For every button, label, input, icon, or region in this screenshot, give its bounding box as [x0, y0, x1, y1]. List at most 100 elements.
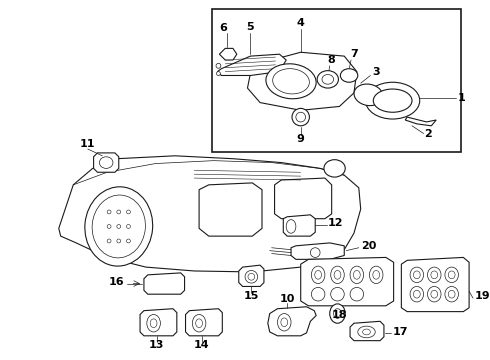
Polygon shape — [291, 243, 344, 259]
Ellipse shape — [410, 267, 424, 283]
Polygon shape — [140, 309, 177, 336]
Ellipse shape — [217, 72, 221, 76]
Ellipse shape — [311, 266, 325, 284]
Ellipse shape — [366, 82, 420, 119]
Ellipse shape — [92, 195, 146, 258]
Ellipse shape — [448, 290, 455, 298]
Ellipse shape — [414, 290, 420, 298]
Text: 10: 10 — [279, 294, 295, 304]
Ellipse shape — [107, 225, 111, 228]
Polygon shape — [350, 321, 384, 341]
Ellipse shape — [373, 270, 380, 279]
Ellipse shape — [369, 266, 383, 284]
Ellipse shape — [324, 160, 345, 177]
Text: 12: 12 — [328, 217, 343, 228]
Ellipse shape — [216, 63, 221, 68]
Text: 8: 8 — [328, 55, 336, 65]
Ellipse shape — [311, 287, 325, 301]
Ellipse shape — [431, 271, 438, 279]
Ellipse shape — [107, 239, 111, 243]
Ellipse shape — [354, 84, 383, 105]
Ellipse shape — [192, 315, 206, 332]
Ellipse shape — [350, 287, 364, 301]
Polygon shape — [199, 183, 262, 236]
Polygon shape — [401, 257, 469, 312]
Text: 17: 17 — [392, 327, 408, 337]
Ellipse shape — [317, 71, 339, 88]
Ellipse shape — [431, 290, 438, 298]
Text: 7: 7 — [350, 49, 358, 59]
Ellipse shape — [248, 273, 255, 280]
Ellipse shape — [281, 318, 288, 327]
Polygon shape — [239, 265, 264, 287]
Ellipse shape — [331, 287, 344, 301]
Ellipse shape — [266, 64, 316, 99]
Polygon shape — [220, 48, 237, 60]
Ellipse shape — [99, 157, 113, 168]
Text: 16: 16 — [109, 276, 124, 287]
Ellipse shape — [373, 89, 412, 112]
Ellipse shape — [286, 220, 296, 233]
Ellipse shape — [330, 304, 345, 323]
Polygon shape — [283, 215, 315, 236]
Ellipse shape — [353, 270, 360, 279]
Text: 20: 20 — [361, 241, 376, 251]
Polygon shape — [274, 178, 332, 219]
Polygon shape — [144, 273, 185, 294]
Ellipse shape — [334, 270, 341, 279]
Polygon shape — [218, 54, 286, 76]
Polygon shape — [301, 257, 393, 306]
Ellipse shape — [126, 239, 130, 243]
Ellipse shape — [150, 319, 157, 328]
Ellipse shape — [85, 187, 153, 266]
Ellipse shape — [126, 210, 130, 214]
Ellipse shape — [331, 266, 344, 284]
Ellipse shape — [126, 225, 130, 228]
Ellipse shape — [296, 112, 306, 122]
Ellipse shape — [358, 326, 375, 338]
Text: 14: 14 — [194, 339, 210, 350]
Text: 2: 2 — [424, 129, 432, 139]
Ellipse shape — [117, 210, 121, 214]
Ellipse shape — [410, 287, 424, 302]
Ellipse shape — [448, 271, 455, 279]
Text: 13: 13 — [149, 339, 164, 350]
Polygon shape — [247, 52, 357, 110]
Ellipse shape — [277, 314, 291, 331]
Text: 9: 9 — [297, 134, 305, 144]
Text: 19: 19 — [475, 291, 490, 301]
Ellipse shape — [363, 329, 370, 335]
Ellipse shape — [117, 239, 121, 243]
Ellipse shape — [147, 315, 160, 332]
Polygon shape — [186, 309, 222, 336]
Ellipse shape — [117, 225, 121, 228]
Polygon shape — [94, 153, 119, 172]
Text: 11: 11 — [80, 139, 96, 149]
Ellipse shape — [445, 287, 459, 302]
Ellipse shape — [107, 210, 111, 214]
Ellipse shape — [322, 75, 334, 84]
Ellipse shape — [350, 266, 364, 284]
Text: 4: 4 — [297, 18, 305, 28]
Polygon shape — [268, 307, 316, 336]
Ellipse shape — [310, 248, 320, 257]
Ellipse shape — [292, 108, 309, 126]
Ellipse shape — [196, 319, 202, 328]
Text: 6: 6 — [220, 23, 227, 33]
Ellipse shape — [315, 270, 321, 279]
Text: 5: 5 — [246, 22, 254, 32]
Text: 18: 18 — [332, 310, 347, 320]
Ellipse shape — [341, 69, 358, 82]
Ellipse shape — [272, 69, 309, 94]
Polygon shape — [405, 117, 436, 126]
Ellipse shape — [245, 270, 258, 283]
Ellipse shape — [334, 309, 342, 318]
Text: 15: 15 — [244, 291, 259, 301]
Ellipse shape — [414, 271, 420, 279]
Ellipse shape — [427, 287, 441, 302]
Bar — [212, 9, 462, 152]
Text: 1: 1 — [458, 93, 465, 103]
Polygon shape — [59, 156, 361, 272]
Ellipse shape — [427, 267, 441, 283]
Text: 3: 3 — [372, 67, 380, 77]
